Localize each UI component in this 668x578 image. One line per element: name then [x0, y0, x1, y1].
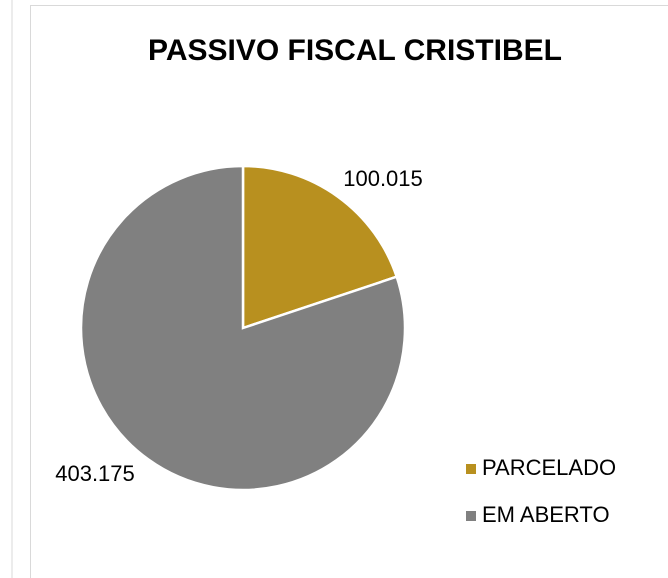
legend-label: PARCELADO — [482, 455, 616, 480]
legend-swatch — [466, 464, 476, 474]
pie-slice — [79, 164, 407, 492]
data-label: 100.015 — [343, 166, 423, 191]
chart-title: PASSIVO FISCAL CRISTIBEL — [148, 34, 562, 67]
legend-label: EM ABERTO — [482, 502, 610, 527]
data-label: 403.175 — [55, 461, 135, 486]
legend-swatch — [466, 511, 476, 521]
pie-slice — [241, 164, 399, 330]
